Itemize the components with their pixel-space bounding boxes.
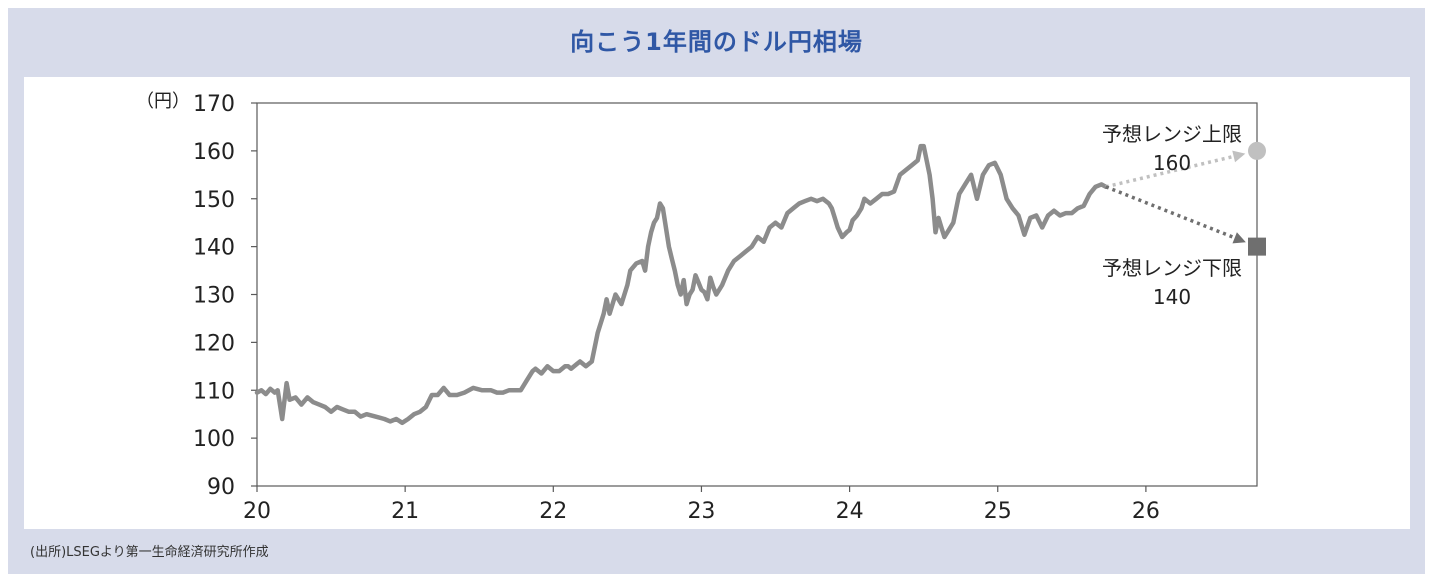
upper-forecast-marker	[1248, 141, 1266, 160]
chart-title: 向こう1年間のドル円相場	[570, 28, 863, 56]
source-note: (出所)LSEGより第一生命経済研究所作成	[30, 545, 269, 560]
y-tick-label: 90	[207, 475, 235, 500]
upper-forecast-arrow-line	[1105, 153, 1240, 189]
x-tick-label: 24	[836, 499, 864, 524]
x-tick-label: 21	[391, 499, 419, 524]
upper-forecast-label: 予想レンジ上限	[1102, 122, 1242, 146]
y-tick-label: 140	[193, 236, 235, 261]
lower-forecast-value: 140	[1153, 285, 1191, 309]
y-axis-unit-label: （円）	[136, 91, 190, 112]
line-chart: （円） 90 100 110 120 130 140 150 160 170 20 21 22 23 24…	[136, 91, 1266, 524]
y-tick-label: 120	[193, 331, 235, 356]
plot-border	[256, 102, 1258, 487]
y-tick-label: 100	[193, 427, 235, 452]
lower-forecast-arrow-line	[1105, 185, 1241, 242]
chart-panel: （円） 90 100 110 120 130 140 150 160 170 20 21 22 23 24…	[24, 77, 1410, 529]
x-tick-label: 22	[539, 499, 567, 524]
x-tick-label: 20	[243, 499, 271, 524]
y-tick-label: 170	[193, 92, 235, 117]
upper-forecast-value: 160	[1153, 151, 1191, 175]
lower-forecast-marker	[1248, 237, 1266, 256]
y-tick-label: 130	[193, 284, 235, 309]
usd-jpy-line	[254, 143, 1109, 426]
x-tick-label: 23	[687, 499, 715, 524]
y-tick-label: 160	[193, 140, 235, 165]
y-tick-label: 150	[193, 188, 235, 213]
x-tick-label: 26	[1132, 499, 1160, 524]
lower-forecast-arrow-head	[1232, 232, 1246, 244]
x-tick-label: 25	[984, 499, 1012, 524]
y-tick-label: 110	[193, 379, 235, 404]
lower-forecast-label: 予想レンジ下限	[1102, 256, 1242, 280]
upper-forecast-arrow-head	[1232, 150, 1246, 163]
